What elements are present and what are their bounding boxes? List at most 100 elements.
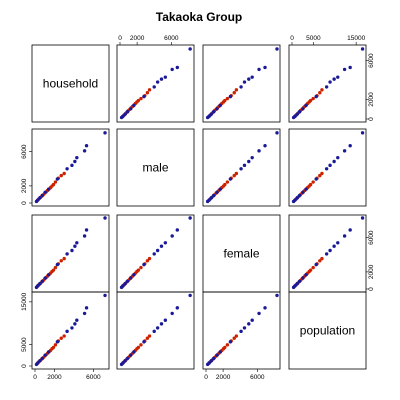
point-s1-5 (46, 273, 51, 277)
point-s0-14 (318, 173, 322, 178)
point-s1-9 (247, 322, 251, 326)
point-s1-9 (73, 322, 77, 326)
point-s1-6 (55, 262, 60, 267)
tick-label-household: 0 (368, 117, 375, 121)
point-s1-6 (314, 94, 318, 99)
point-s1-8 (328, 163, 332, 168)
point-s1-8 (70, 326, 74, 330)
point-s1-3 (40, 279, 44, 283)
point-s1-2 (295, 196, 299, 200)
point-s0-12 (53, 180, 58, 184)
panel-frame (288, 291, 367, 370)
point-s1-6 (142, 94, 146, 99)
point-s1-7 (65, 252, 69, 256)
point-s1-2 (295, 282, 299, 286)
point-s1-13 (188, 216, 192, 220)
tick-label-female: 0 (368, 287, 375, 291)
point-s0-15 (62, 334, 66, 338)
point-s1-8 (242, 163, 247, 168)
point-s1-4 (128, 107, 133, 111)
chart-title: Takaoka Group (156, 10, 242, 24)
point-s1-13 (275, 131, 279, 135)
variable-label-household: household (43, 77, 98, 91)
tick-label-male: 6000 (164, 35, 179, 42)
point-s1-9 (247, 159, 251, 164)
point-s0-15 (147, 88, 152, 92)
variable-label-male: male (142, 161, 168, 175)
point-s1-7 (152, 85, 156, 89)
point-s1-4 (43, 353, 47, 357)
point-s1-10 (250, 155, 254, 160)
point-s1-3 (297, 279, 302, 283)
tick-label-male: 6000 (21, 144, 28, 159)
point-s1-5 (46, 350, 51, 354)
point-s1-5 (46, 187, 51, 191)
point-s1-10 (75, 318, 79, 322)
point-s1-10 (75, 241, 79, 245)
point-s0-11 (223, 98, 227, 103)
tick-label-female: 2000 (216, 374, 231, 381)
point-s0-11 (136, 268, 141, 272)
tick-label-male: 0 (21, 201, 28, 205)
point-s0-12 (225, 343, 230, 347)
point-s1-9 (73, 244, 77, 248)
point-s1-5 (304, 187, 308, 191)
tick-label-male: 2000 (130, 35, 145, 42)
point-s1-6 (55, 177, 60, 181)
point-s0-12 (311, 96, 315, 101)
point-s0-15 (62, 171, 66, 176)
point-s1-3 (40, 356, 44, 361)
point-s1-11 (342, 67, 347, 72)
point-s1-2 (123, 112, 127, 116)
panel-frame (116, 291, 195, 370)
point-s1-4 (43, 190, 47, 195)
point-s1-5 (218, 187, 222, 191)
point-s1-10 (250, 318, 254, 322)
panel-frame (31, 128, 110, 207)
variable-label-female: female (223, 247, 259, 261)
panel-frame (31, 291, 110, 370)
tick-label-female: 6000 (250, 374, 265, 381)
point-s1-13 (360, 131, 365, 135)
point-s1-10 (336, 155, 340, 160)
panel-frame (202, 128, 281, 207)
point-s0-12 (53, 343, 58, 347)
point-s1-7 (324, 167, 329, 171)
point-s1-5 (304, 103, 308, 108)
point-s1-3 (212, 356, 216, 361)
panel-female-vs-female: female (202, 214, 281, 293)
point-s1-12 (263, 143, 267, 148)
point-s1-10 (163, 241, 168, 245)
point-s1-8 (155, 326, 160, 330)
point-s0-12 (139, 96, 143, 101)
point-s1-3 (125, 279, 130, 283)
point-s1-11 (257, 149, 261, 153)
tick-label-female: 0 (204, 374, 208, 381)
point-s1-10 (336, 75, 340, 79)
point-s1-11 (342, 149, 347, 153)
point-s1-7 (152, 252, 156, 256)
panel-male-vs-population (288, 128, 367, 207)
point-s1-9 (159, 244, 164, 248)
tick-label-female: 2000 (368, 264, 375, 279)
point-s1-13 (360, 47, 365, 51)
point-s1-9 (159, 77, 164, 81)
point-s1-7 (324, 85, 329, 89)
panel-population-vs-household (31, 291, 110, 370)
point-s1-2 (123, 282, 127, 286)
point-s1-8 (328, 80, 332, 84)
point-s0-11 (51, 345, 56, 350)
point-s1-9 (247, 77, 251, 81)
point-s0-11 (136, 98, 141, 103)
point-s1-4 (215, 107, 219, 111)
panel-male-vs-household (31, 128, 110, 207)
point-s1-9 (332, 77, 336, 81)
point-s0-12 (225, 180, 230, 184)
point-s0-14 (232, 91, 236, 95)
tick-label-population: 15000 (21, 292, 28, 310)
point-s1-13 (103, 216, 107, 220)
point-s1-5 (218, 350, 222, 354)
point-s1-7 (152, 329, 156, 334)
panel-frame (31, 44, 110, 123)
